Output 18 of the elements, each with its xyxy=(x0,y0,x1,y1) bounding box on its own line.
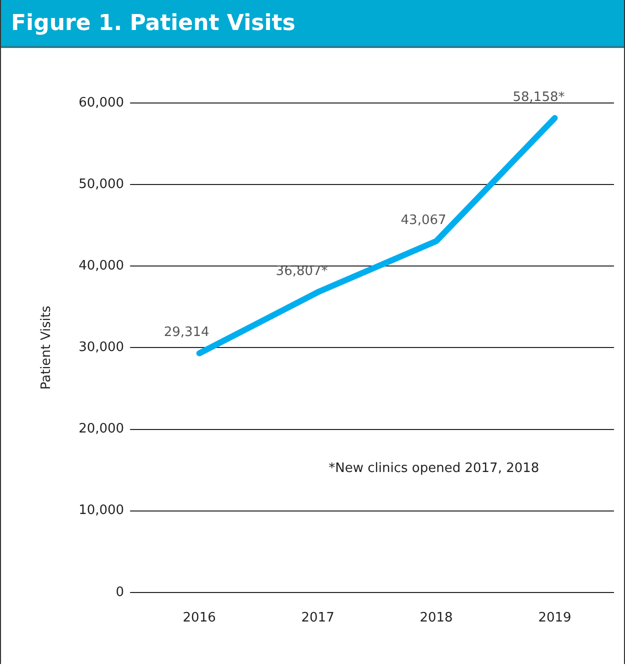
y-tick-label: 30,000 xyxy=(78,340,124,356)
x-tick-label: 2016 xyxy=(182,610,216,626)
data-label: 36,807* xyxy=(276,264,328,280)
y-tick-label: 50,000 xyxy=(78,176,124,192)
y-tick-label: 0 xyxy=(116,584,124,600)
data-label: 29,314 xyxy=(164,325,210,340)
y-axis-title: Patient Visits xyxy=(39,306,54,390)
x-tick-label: 2017 xyxy=(301,610,334,626)
annotation: *New clinics opened 2017, 2018 xyxy=(328,460,540,476)
x-tick-label: 2019 xyxy=(538,610,572,626)
data-label: 58,158* xyxy=(512,90,566,105)
y-tick-label: 10,000 xyxy=(78,503,124,518)
y-tick-label: 60,000 xyxy=(78,95,124,110)
chart-title: Figure 1. Patient Visits xyxy=(11,10,296,36)
y-tick-label: 40,000 xyxy=(78,258,124,274)
data-label: 43,067 xyxy=(400,212,446,228)
x-tick-label: 2018 xyxy=(420,610,453,626)
y-tick-label: 20,000 xyxy=(78,422,124,437)
